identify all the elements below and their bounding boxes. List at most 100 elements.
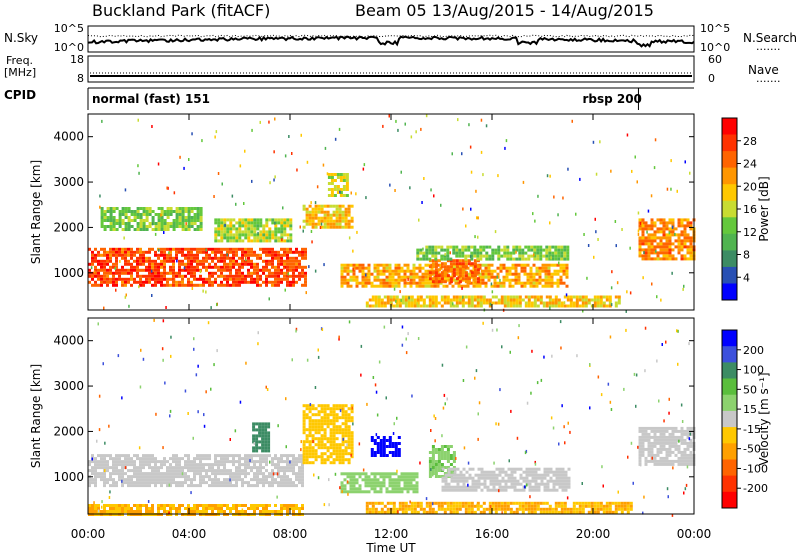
power-cell	[196, 283, 199, 287]
power-cell	[298, 253, 301, 257]
power-cell	[434, 265, 438, 269]
velocity-cell	[130, 469, 133, 473]
power-cell	[232, 280, 235, 284]
velocity-cell	[100, 466, 103, 470]
power-cell	[238, 265, 241, 269]
power-cell	[160, 274, 163, 278]
power-point	[138, 171, 140, 175]
power-cell	[157, 216, 161, 219]
power-cell	[352, 272, 356, 276]
power-cell	[121, 277, 124, 281]
velocity-cell	[314, 413, 318, 417]
velocity-cell	[482, 510, 486, 514]
velocity-cell	[118, 469, 121, 473]
power-cell	[196, 216, 200, 219]
power-cell	[196, 262, 199, 266]
velocity-cell	[332, 458, 336, 462]
power-cell	[508, 266, 512, 270]
power-cell	[650, 218, 654, 222]
velocity-cell	[344, 413, 348, 417]
power-cell	[184, 253, 187, 257]
velocity-cell	[647, 450, 651, 454]
velocity-cell	[94, 484, 97, 488]
velocity-cell	[88, 507, 91, 510]
power-cell	[196, 265, 199, 269]
velocity-cell	[335, 446, 339, 450]
velocity-cell	[259, 457, 262, 461]
power-cell	[394, 278, 398, 282]
power-cell	[526, 275, 530, 279]
power-point	[637, 229, 640, 233]
power-cell	[130, 283, 133, 287]
power-cell	[350, 204, 354, 208]
velocity-cell	[656, 429, 660, 433]
power-cell	[172, 219, 176, 222]
power-cell	[361, 272, 365, 276]
velocity-cell	[142, 472, 145, 476]
power-cell	[344, 207, 348, 211]
power-cell	[431, 259, 435, 263]
velocity-cell	[302, 404, 306, 408]
velocity-cell	[253, 460, 256, 464]
power-cell	[449, 259, 453, 263]
velocity-cell	[555, 482, 559, 486]
power-point	[647, 209, 650, 213]
power-cell	[425, 295, 429, 299]
velocity-cell	[241, 481, 244, 485]
power-cell	[166, 247, 169, 251]
power-cell	[286, 280, 289, 284]
power-cell	[124, 271, 127, 275]
power-cell	[440, 280, 444, 284]
velocity-cell	[280, 484, 283, 488]
power-cell	[196, 277, 199, 281]
power-cell	[368, 304, 372, 308]
velocity-cell	[292, 481, 295, 485]
power-cell	[259, 268, 262, 272]
velocity-cell	[671, 438, 675, 442]
power-cell	[262, 224, 266, 228]
velocity-cell	[555, 479, 559, 483]
power-cell	[677, 221, 681, 225]
power-cell	[268, 271, 271, 275]
power-cell	[94, 253, 97, 257]
power-cell	[262, 259, 265, 263]
power-cell	[499, 263, 503, 267]
velocity-cell	[689, 450, 693, 454]
velocity-cell	[229, 454, 232, 458]
power-cell	[118, 219, 122, 222]
velocity-cell	[250, 469, 253, 473]
velocity-cell	[277, 466, 280, 470]
velocity-cell	[255, 422, 259, 426]
power-cell	[436, 284, 440, 288]
power-cell	[314, 213, 318, 217]
velocity-cell	[539, 501, 543, 505]
power-cell	[386, 298, 390, 302]
velocity-cell	[443, 457, 447, 460]
velocity-region	[340, 472, 419, 494]
freq-label-2: [MHz]	[4, 66, 36, 79]
power-cell	[385, 266, 389, 270]
power-cell	[557, 301, 561, 305]
velocity-cell	[626, 510, 630, 514]
power-point	[119, 259, 121, 263]
power-cell	[596, 304, 600, 308]
velocity-cell	[561, 476, 565, 480]
velocity-cell	[217, 481, 220, 485]
velocity-cell	[422, 507, 426, 511]
power-cell	[482, 298, 486, 302]
power-cell	[446, 259, 450, 263]
power-cell	[229, 247, 232, 251]
velocity-cell	[157, 481, 160, 485]
power-cell	[235, 268, 238, 272]
power-cell	[376, 266, 380, 270]
velocity-cell	[163, 481, 166, 485]
power-point	[390, 302, 393, 306]
power-cell	[91, 253, 94, 257]
velocity-cell	[521, 510, 525, 514]
velocity-cell	[314, 425, 318, 429]
power-cell	[481, 269, 485, 273]
velocity-cell	[398, 501, 402, 505]
velocity-cell	[662, 435, 666, 439]
velocity-cell	[298, 457, 301, 461]
power-cell	[545, 257, 549, 261]
